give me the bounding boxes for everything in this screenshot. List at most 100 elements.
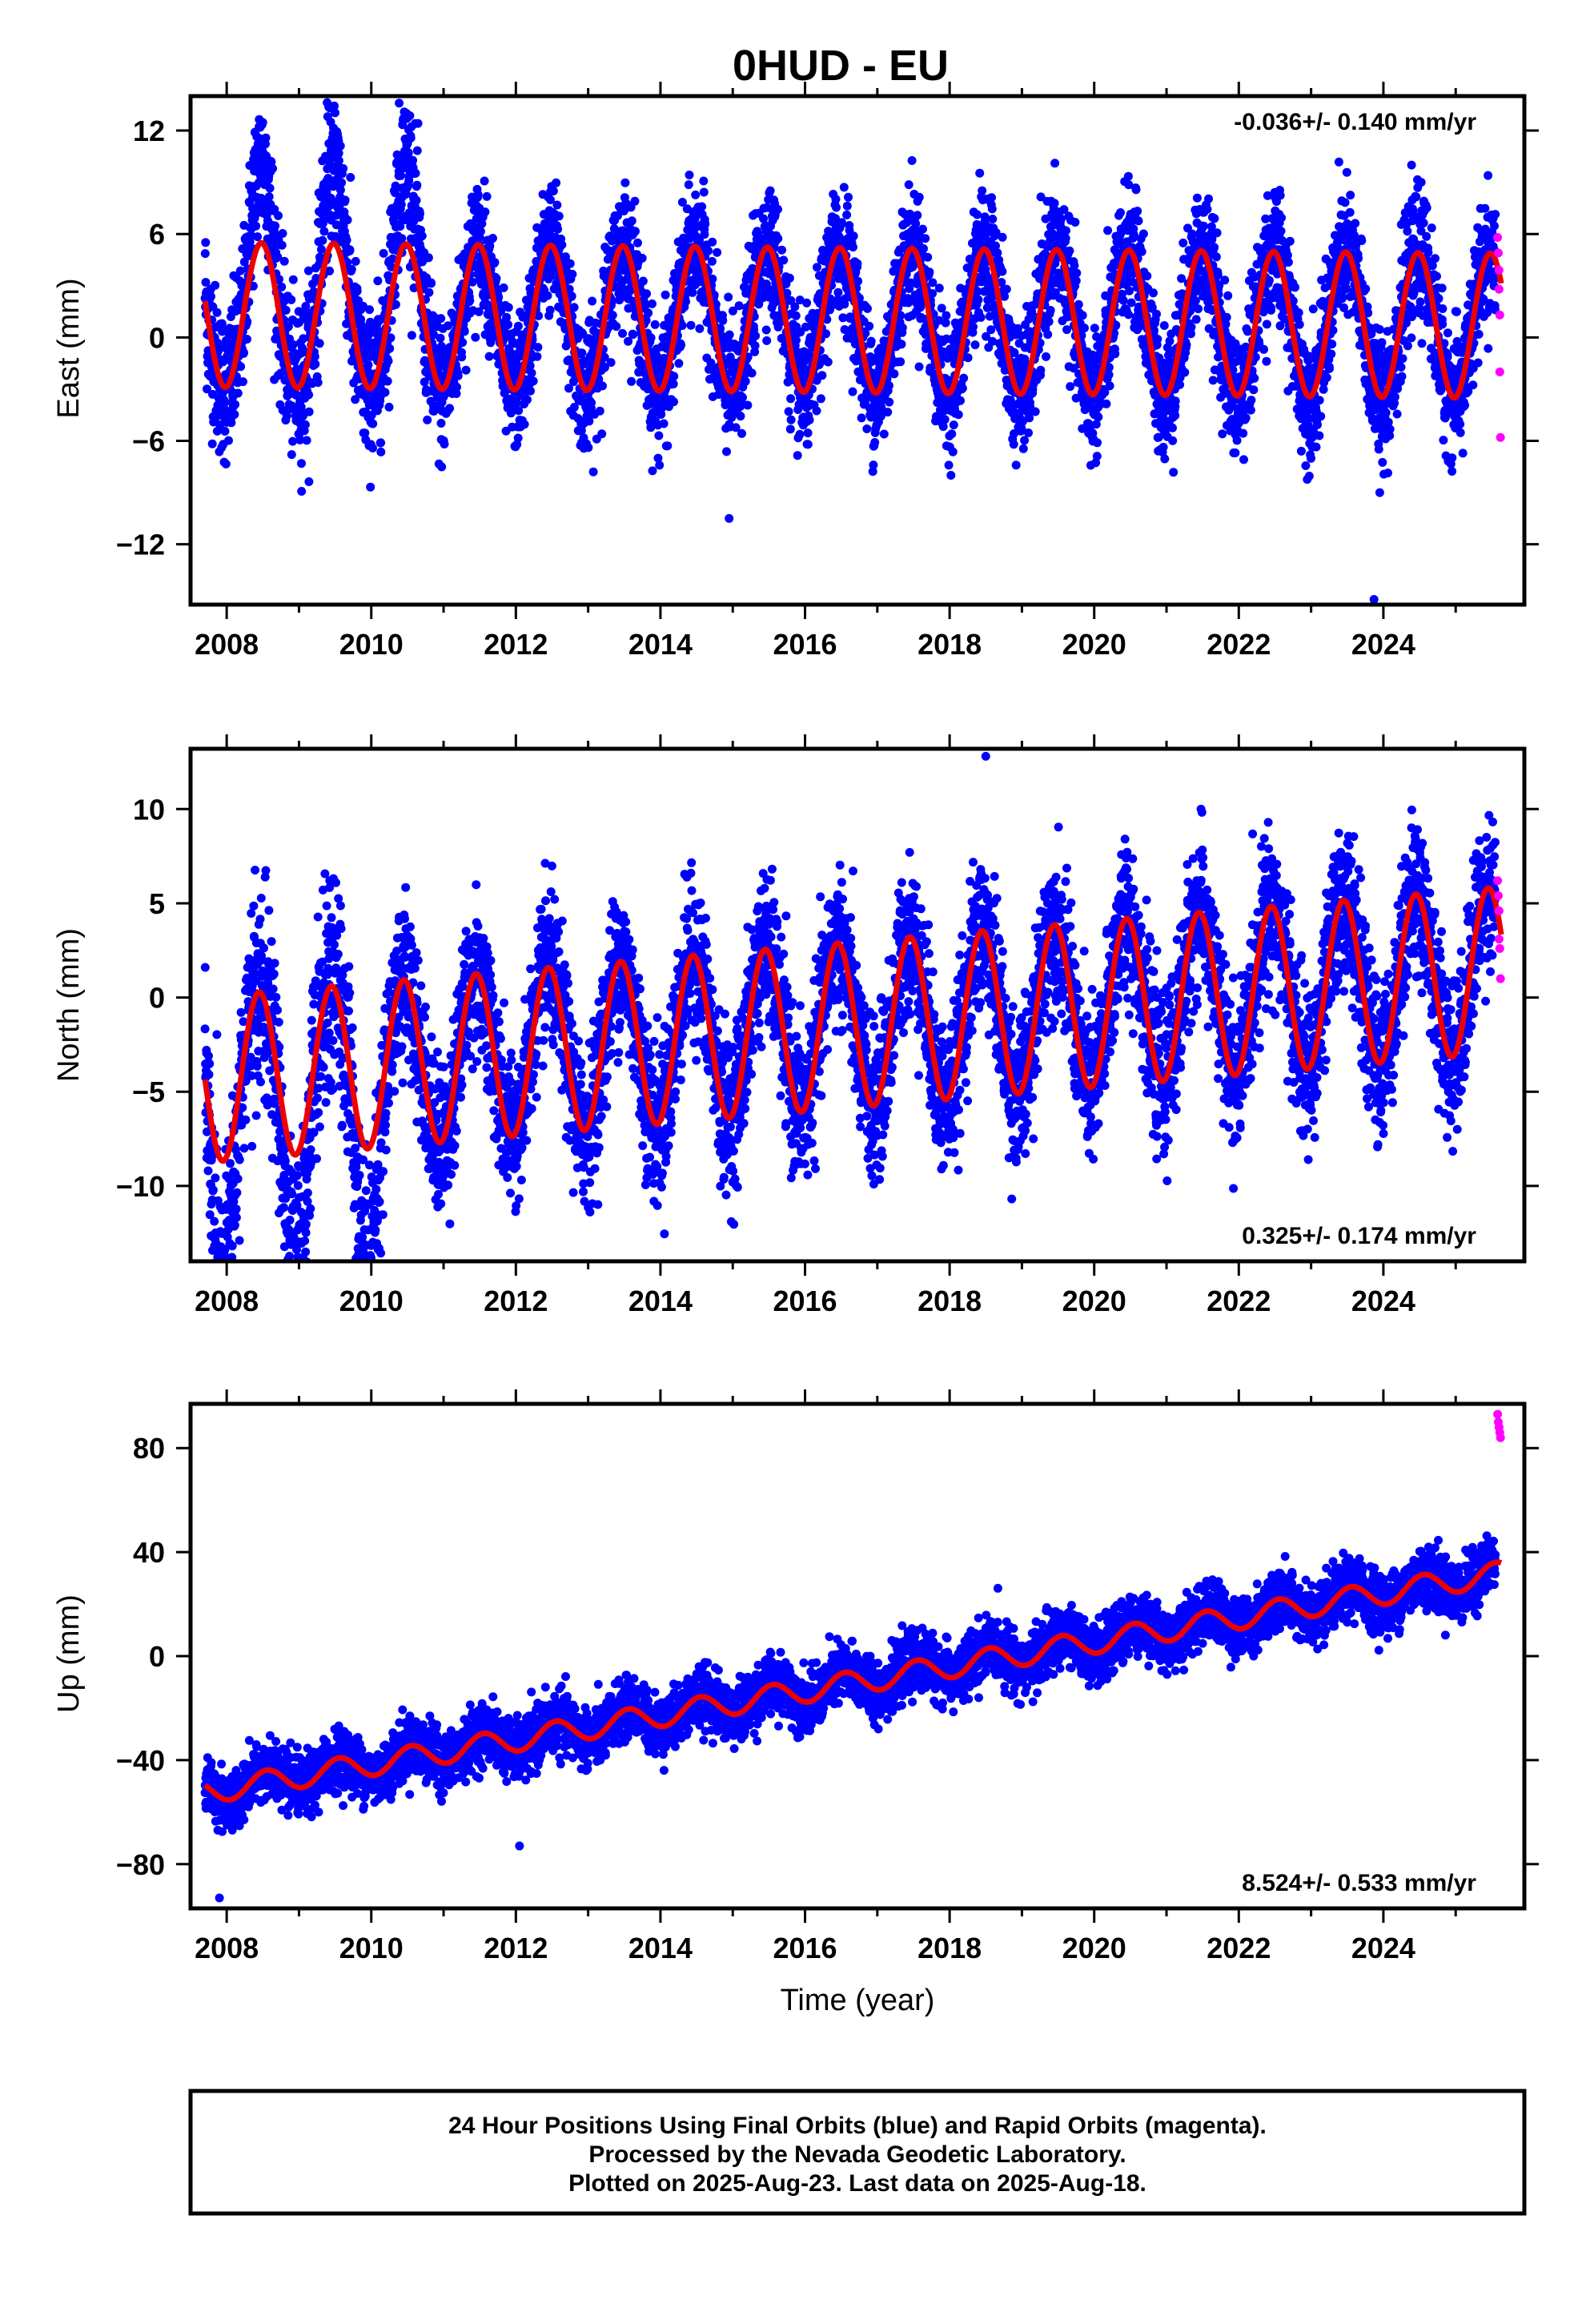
east-final-point: [669, 372, 679, 381]
east-final-point: [863, 304, 872, 313]
east-final-point: [648, 299, 656, 308]
east-final-point: [734, 301, 744, 311]
east-final-point: [803, 428, 813, 438]
east-final-point: [1090, 324, 1099, 333]
east-final-point: [812, 406, 821, 416]
east-final-point: [595, 406, 604, 416]
east-final-point: [606, 358, 616, 368]
east-final-point: [942, 311, 951, 320]
east-final-point: [564, 284, 574, 294]
east-final-point: [313, 378, 323, 388]
east-final-point: [342, 235, 351, 245]
east-final-point: [690, 214, 700, 223]
east-final-point: [737, 428, 746, 438]
east-final-point: [923, 252, 933, 262]
east-final-point: [231, 400, 240, 409]
east-final-point: [633, 238, 642, 247]
east-final-point: [295, 318, 303, 328]
east-final-point: [691, 190, 701, 199]
east-final-point: [1124, 310, 1134, 320]
east-final-point: [569, 303, 579, 312]
east-final-point: [288, 340, 298, 349]
east-final-point: [831, 195, 841, 204]
east-final-point: [396, 222, 405, 231]
east-final-point: [648, 466, 657, 476]
east-final-point: [817, 371, 827, 380]
east-final-point: [545, 305, 555, 315]
east-final-point: [1050, 199, 1059, 208]
east-final-point: [1074, 300, 1083, 309]
east-final-point: [471, 332, 480, 342]
east-final-point: [457, 352, 467, 362]
east-final-point: [207, 439, 217, 448]
east-final-point: [526, 386, 535, 396]
east-final-point: [889, 369, 899, 379]
east-final-point: [576, 426, 586, 436]
east-final-point: [300, 420, 310, 429]
east-final-point: [988, 215, 998, 223]
east-final-point: [1133, 207, 1142, 216]
east-final-point: [584, 416, 594, 426]
east-final-point: [482, 191, 492, 201]
east-final-point: [569, 403, 579, 412]
east-final-point: [230, 410, 239, 419]
east-final-point: [658, 402, 668, 412]
east-final-point: [440, 440, 449, 448]
east-final-point: [1138, 229, 1148, 239]
east-final-point: [677, 340, 686, 350]
east-final-point: [299, 334, 308, 344]
east-final-point: [436, 333, 445, 343]
east-final-point: [914, 192, 924, 202]
east-final-point: [1050, 159, 1060, 168]
east-final-point: [1030, 407, 1040, 416]
east-final-point: [970, 340, 980, 350]
east-final-point: [376, 447, 386, 456]
east-final-point: [963, 353, 973, 363]
east-final-point: [568, 269, 577, 279]
east-final-point: [413, 119, 423, 128]
east-final-point: [1065, 246, 1074, 255]
east-final-point: [458, 338, 468, 348]
east-final-point: [356, 315, 366, 324]
east-final-point: [813, 263, 821, 272]
east-final-point: [750, 341, 760, 351]
east-final-point: [383, 376, 392, 386]
east-final-point: [396, 171, 406, 180]
east-final-point: [885, 397, 894, 407]
east-final-point: [480, 176, 489, 186]
east-final-point: [747, 368, 757, 378]
east-final-point: [319, 227, 329, 236]
east-final-point: [761, 325, 771, 335]
east-final-point: [821, 329, 831, 339]
east-final-point: [1070, 261, 1079, 270]
east-final-point: [707, 256, 717, 266]
east-final-point: [201, 238, 211, 247]
east-final-point: [281, 305, 291, 315]
east-final-point: [669, 397, 678, 407]
east-final-point: [1125, 286, 1134, 296]
east-final-point: [485, 241, 495, 251]
east-final-point: [897, 323, 907, 332]
east-final-point: [577, 348, 587, 358]
east-final-point: [277, 282, 287, 292]
east-final-point: [417, 231, 427, 241]
east-final-point: [527, 368, 536, 378]
east-final-point: [287, 295, 296, 304]
east-final-point: [444, 321, 453, 331]
east-final-point: [862, 424, 872, 433]
east-final-point: [853, 276, 863, 286]
east-final-point: [363, 360, 373, 370]
east-final-point: [1071, 276, 1081, 286]
east-final-point: [423, 415, 432, 424]
east-final-point: [553, 224, 563, 234]
east-final-point: [1160, 454, 1170, 464]
east-final-point: [347, 264, 356, 274]
east-final-point: [552, 200, 562, 210]
east-final-point: [914, 362, 924, 372]
east-final-point: [297, 487, 307, 496]
east-final-point: [445, 404, 455, 413]
east-final-point: [567, 292, 576, 301]
east-final-point: [866, 336, 876, 346]
east-final-point: [1159, 321, 1169, 330]
east-final-point: [685, 171, 694, 179]
